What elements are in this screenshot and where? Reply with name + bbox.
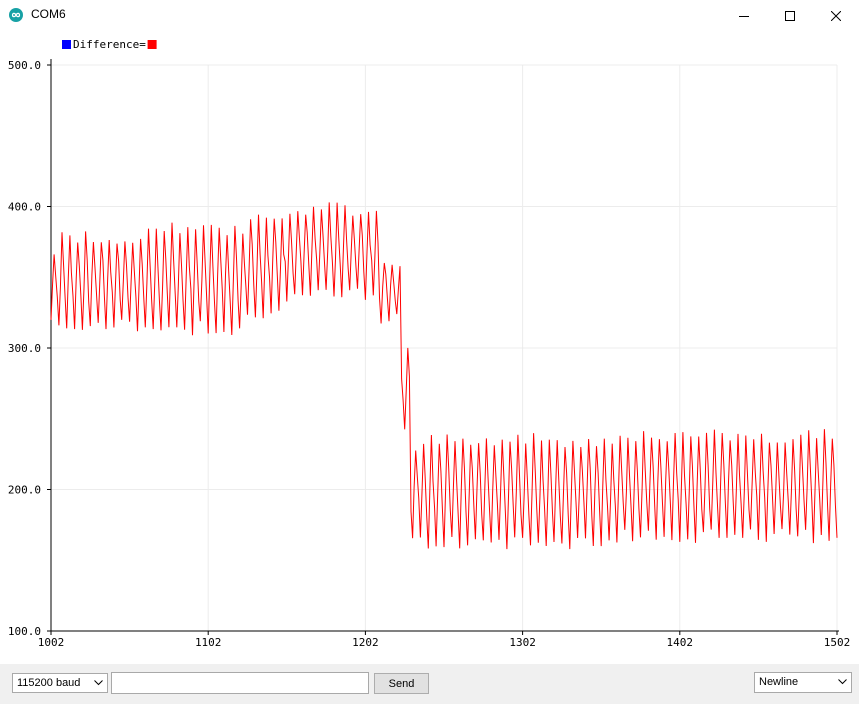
series bbox=[50, 202, 838, 550]
x-tick-label: 1502 bbox=[824, 636, 851, 649]
x-tick-label: 1402 bbox=[667, 636, 694, 649]
x-tick-label: 1002 bbox=[38, 636, 65, 649]
y-tick-label: 200.0 bbox=[8, 484, 41, 497]
y-tick-label: 300.0 bbox=[8, 342, 41, 355]
message-input[interactable] bbox=[111, 672, 369, 694]
series-line bbox=[50, 202, 838, 550]
close-button[interactable] bbox=[813, 0, 859, 31]
chevron-down-icon bbox=[838, 679, 847, 685]
send-button[interactable]: Send bbox=[374, 673, 429, 694]
window-title: COM6 bbox=[31, 7, 66, 21]
title-bar: COM6 bbox=[0, 0, 859, 31]
legend-swatch bbox=[62, 40, 71, 49]
x-tick-label: 1302 bbox=[509, 636, 536, 649]
axes: 100.0 200.0 300.0 400.0 500.0 1002 1102 1202 130… bbox=[8, 59, 850, 649]
maximize-button[interactable] bbox=[767, 0, 813, 31]
minimize-button[interactable] bbox=[721, 0, 767, 31]
baud-rate-value: 115200 baud bbox=[17, 677, 81, 689]
y-tick-label: 500.0 bbox=[8, 59, 41, 72]
plot-chart: 100.0 200.0 300.0 400.0 500.0 1002 1102 1202 130… bbox=[8, 38, 850, 649]
legend-swatch bbox=[147, 40, 157, 49]
baud-rate-select[interactable]: 115200 baud bbox=[12, 673, 108, 693]
x-tick-label: 1102 bbox=[195, 636, 222, 649]
x-tick-label: 1202 bbox=[352, 636, 379, 649]
minimize-icon bbox=[739, 15, 749, 17]
close-icon bbox=[831, 10, 841, 21]
maximize-icon bbox=[785, 10, 795, 21]
line-ending-select[interactable]: Newline bbox=[754, 672, 852, 693]
y-tick-label: 400.0 bbox=[8, 201, 41, 214]
chevron-down-icon bbox=[94, 680, 103, 686]
arduino-infinity-icon bbox=[9, 8, 23, 22]
line-ending-value: Newline bbox=[759, 676, 799, 688]
legend-label: Difference= bbox=[73, 38, 146, 51]
legend: Difference= bbox=[62, 38, 157, 51]
y-tick-label: 100.0 bbox=[8, 625, 41, 638]
serial-plotter: 100.0 200.0 300.0 400.0 500.0 1002 1102 1202 130… bbox=[0, 31, 859, 664]
